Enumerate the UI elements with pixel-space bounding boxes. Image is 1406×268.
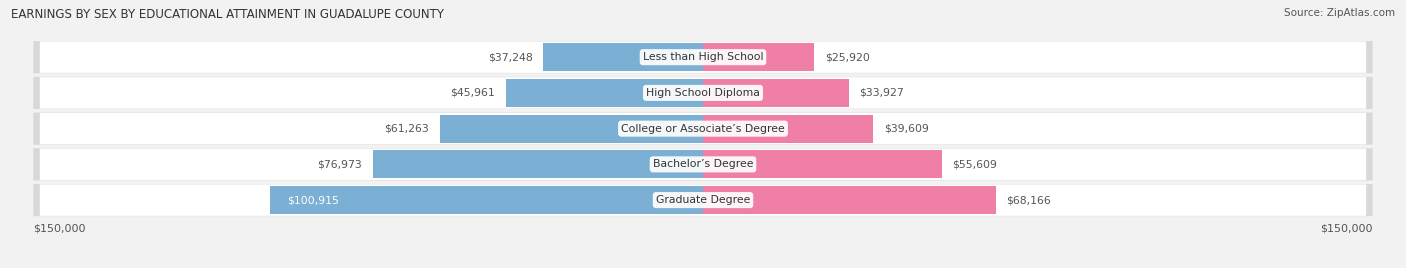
- FancyBboxPatch shape: [34, 77, 1372, 109]
- Text: $39,609: $39,609: [884, 124, 928, 134]
- Bar: [703, 43, 814, 71]
- Text: $45,961: $45,961: [450, 88, 495, 98]
- Bar: [270, 186, 703, 214]
- Bar: [703, 186, 995, 214]
- FancyBboxPatch shape: [39, 42, 1367, 73]
- Bar: [703, 115, 873, 143]
- FancyBboxPatch shape: [39, 113, 1367, 144]
- Bar: [440, 115, 703, 143]
- Bar: [703, 79, 849, 107]
- Text: Bachelor’s Degree: Bachelor’s Degree: [652, 159, 754, 169]
- Text: EARNINGS BY SEX BY EDUCATIONAL ATTAINMENT IN GUADALUPE COUNTY: EARNINGS BY SEX BY EDUCATIONAL ATTAINMEN…: [11, 8, 444, 21]
- Bar: [703, 150, 942, 178]
- Text: Graduate Degree: Graduate Degree: [655, 195, 751, 205]
- Text: $100,915: $100,915: [287, 195, 339, 205]
- Bar: [373, 150, 703, 178]
- Bar: [543, 43, 703, 71]
- Text: Less than High School: Less than High School: [643, 52, 763, 62]
- Text: College or Associate’s Degree: College or Associate’s Degree: [621, 124, 785, 134]
- FancyBboxPatch shape: [34, 41, 1372, 73]
- FancyBboxPatch shape: [34, 148, 1372, 180]
- FancyBboxPatch shape: [39, 149, 1367, 180]
- Text: High School Diploma: High School Diploma: [647, 88, 759, 98]
- Text: Source: ZipAtlas.com: Source: ZipAtlas.com: [1284, 8, 1395, 18]
- Text: $33,927: $33,927: [859, 88, 904, 98]
- Text: $61,263: $61,263: [385, 124, 429, 134]
- Text: $68,166: $68,166: [1007, 195, 1052, 205]
- Bar: [506, 79, 703, 107]
- Text: $76,973: $76,973: [318, 159, 361, 169]
- FancyBboxPatch shape: [34, 184, 1372, 216]
- FancyBboxPatch shape: [39, 77, 1367, 109]
- Text: $37,248: $37,248: [488, 52, 533, 62]
- FancyBboxPatch shape: [34, 113, 1372, 145]
- Text: $25,920: $25,920: [825, 52, 870, 62]
- Text: $55,609: $55,609: [952, 159, 997, 169]
- FancyBboxPatch shape: [39, 184, 1367, 216]
